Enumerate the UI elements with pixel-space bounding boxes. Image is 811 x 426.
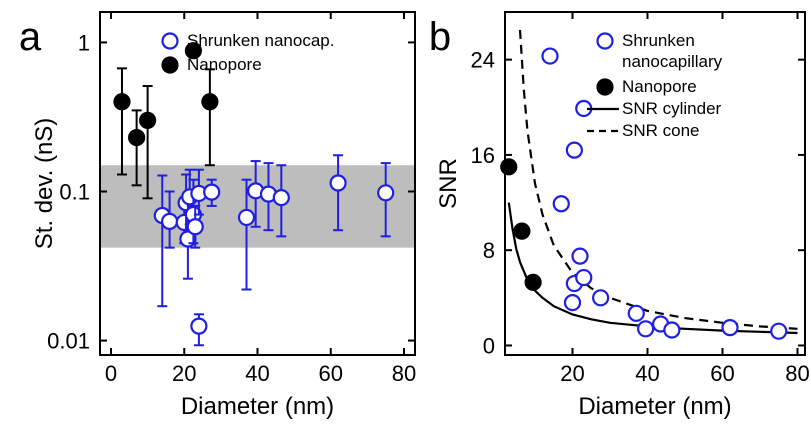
- data-point: [663, 321, 681, 339]
- data-point: [128, 128, 146, 147]
- y-tick-label: 16: [471, 143, 495, 168]
- series-line-snr-cylinder: [507, 202, 798, 335]
- x-tick-label: 20: [172, 361, 196, 386]
- shaded-band: [100, 165, 415, 248]
- legend-marker: [161, 32, 179, 50]
- x-tick-label: 40: [245, 361, 269, 386]
- data-point: [592, 289, 610, 307]
- data-point: [571, 247, 589, 265]
- y-tick-label: 0.1: [59, 179, 90, 204]
- data-point: [637, 320, 655, 338]
- x-tick-label: 40: [635, 361, 659, 386]
- data-point: [524, 273, 542, 291]
- y-tick-label: 24: [471, 48, 495, 73]
- panel-letter: a: [19, 15, 42, 59]
- data-point: [139, 111, 157, 129]
- legend-label: nanocapillary: [622, 52, 723, 71]
- legend-label: SNR cone: [622, 121, 699, 140]
- data-point: [721, 319, 739, 337]
- plot-area-b: [507, 29, 798, 335]
- data-point: [500, 158, 518, 176]
- x-axis-title: Diameter (nm): [578, 393, 731, 420]
- data-point: [160, 212, 179, 231]
- y-tick-label: 0: [483, 333, 495, 358]
- plot-frame: [504, 11, 806, 356]
- panel-letter: b: [429, 15, 451, 59]
- legend: Shrunken nanocapillary Nanopore SNR cylinde…: [587, 31, 723, 140]
- y-axis-title: St. dev. (nS): [31, 118, 58, 250]
- x-tick-label: 20: [560, 361, 584, 386]
- legend-marker: [596, 32, 614, 50]
- data-point: [575, 268, 593, 287]
- data-point: [770, 322, 788, 340]
- data-point: [201, 93, 219, 111]
- error-bar: [157, 174, 168, 308]
- data-point: [541, 47, 559, 65]
- data-point: [565, 141, 583, 159]
- x-tick-label: 60: [319, 361, 343, 386]
- data-point: [552, 195, 570, 213]
- panel-b: 20 40 60 80 0 8 16 24 Diameter (nm) SNR b Shrunken n…: [429, 11, 810, 420]
- y-tick-label: 8: [483, 238, 495, 263]
- data-point: [190, 317, 208, 335]
- legend-marker: [596, 78, 614, 96]
- x-tick-label: 0: [105, 361, 117, 386]
- error-bar: [116, 67, 127, 176]
- data-point: [184, 42, 203, 60]
- error-bar: [204, 68, 215, 167]
- error-bar: [333, 154, 344, 232]
- legend-label: Shrunken nanocap.: [187, 31, 334, 50]
- legend-label: Shrunken: [622, 31, 695, 50]
- x-tick-label: 80: [785, 361, 809, 386]
- data-point: [237, 208, 256, 227]
- legend-label: Nanopore: [622, 77, 697, 96]
- y-tick-label: 0.01: [47, 329, 90, 354]
- data-point: [272, 188, 290, 207]
- legend: Shrunken nanocap. Nanopore: [161, 31, 334, 74]
- data-point: [627, 304, 645, 322]
- y-tick-label: 1: [78, 30, 90, 55]
- data-point: [377, 184, 395, 202]
- x-tick-label: 60: [710, 361, 734, 386]
- data-point: [203, 183, 221, 201]
- data-point: [186, 218, 204, 236]
- error-bar: [131, 109, 142, 187]
- legend-marker: [161, 56, 179, 74]
- data-point: [563, 293, 582, 312]
- error-bar: [142, 85, 153, 200]
- data-point: [513, 222, 531, 240]
- x-axis-title: Diameter (nm): [181, 393, 334, 420]
- legend-label: SNR cylinder: [622, 99, 722, 118]
- legend-label: Nanopore: [187, 55, 262, 74]
- error-bar: [241, 178, 252, 291]
- x-tick-label: 80: [392, 361, 416, 386]
- data-point: [329, 174, 347, 192]
- y-axis-title: SNR: [435, 158, 462, 209]
- series-line-snr-cone: [518, 29, 798, 330]
- panel-a: 0 20 40 60 80 0.01 0.1 1 Diameter (nm) St. dev. (…: [19, 11, 416, 420]
- data-point: [113, 93, 131, 111]
